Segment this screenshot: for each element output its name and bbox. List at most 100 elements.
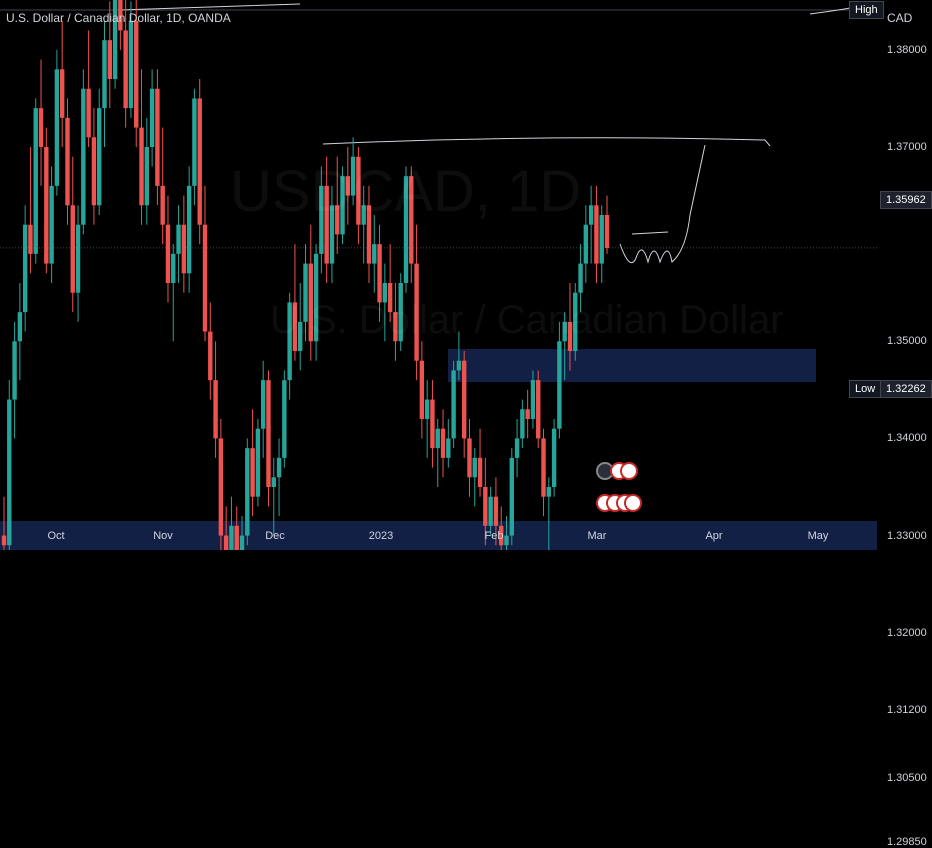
- candle-body: [393, 312, 398, 342]
- time-tick-label: 2023: [368, 530, 394, 542]
- price-tick-label: 1.38000: [887, 43, 927, 56]
- candle-body: [588, 205, 594, 225]
- time-tick-label: Nov: [153, 530, 173, 542]
- candle-body: [123, 30, 128, 109]
- candle-body: [483, 486, 488, 526]
- candle-body: [536, 380, 541, 439]
- time-tick-label: Dec: [265, 530, 285, 542]
- candle-body: [112, 0, 118, 80]
- candle-body: [451, 370, 456, 439]
- candle-body: [165, 224, 171, 283]
- time-tick-label: Oct: [47, 530, 65, 542]
- candle-body: [81, 88, 86, 225]
- projection-drawing: [619, 144, 706, 264]
- candle-body: [573, 292, 578, 351]
- candle-body: [324, 185, 329, 264]
- candle-body: [239, 535, 245, 550]
- candle-body: [604, 214, 610, 249]
- currency-label: CAD: [887, 11, 913, 25]
- candle-body: [567, 321, 573, 351]
- candle-body: [398, 282, 403, 342]
- candle-body: [59, 69, 65, 118]
- chart-title: U.S. Dollar / Canadian Dollar, 1D, OANDA: [6, 11, 231, 25]
- candle-body: [22, 224, 28, 313]
- candle-body: [255, 428, 261, 497]
- candle-body: [440, 428, 446, 458]
- candle-body: [186, 185, 192, 274]
- candle-body: [340, 176, 345, 235]
- candle-body: [488, 496, 493, 526]
- candle-body: [33, 108, 38, 254]
- candle-body: [38, 108, 44, 147]
- candle-body: [97, 108, 102, 206]
- candle-body: [594, 205, 599, 264]
- candle-body: [303, 263, 308, 322]
- candle-body: [271, 477, 276, 487]
- candle-body: [557, 341, 562, 429]
- candle-body: [477, 457, 483, 487]
- candle-body: [282, 380, 287, 458]
- candle-body: [223, 535, 229, 550]
- candle-body: [499, 525, 504, 546]
- candle-body: [287, 302, 292, 381]
- candle-body: [525, 409, 530, 419]
- candle-body: [266, 380, 271, 487]
- candle-body: [298, 321, 303, 351]
- candle-body: [65, 117, 70, 206]
- low-tag: Low: [849, 380, 882, 398]
- candle-body: [181, 224, 187, 274]
- candle-body: [144, 147, 150, 206]
- candle-body: [546, 486, 552, 497]
- candle-body: [530, 380, 536, 419]
- ca-flag-icon[interactable]: [620, 462, 638, 480]
- candle-body: [520, 409, 525, 439]
- candle-body: [551, 428, 557, 487]
- candle-body: [292, 302, 298, 351]
- candle-body: [446, 438, 451, 458]
- candle-body: [366, 205, 372, 264]
- top-trendline-drawing: [119, 3, 851, 15]
- candle-body: [430, 399, 435, 449]
- candle-body: [435, 428, 440, 449]
- candle-body: [419, 360, 425, 419]
- candle-body: [493, 496, 499, 526]
- candle-body: [229, 525, 234, 550]
- candle-body: [218, 438, 224, 536]
- candle-body: [319, 185, 324, 254]
- candle-body: [260, 380, 266, 429]
- candle-body: [514, 438, 520, 458]
- price-tick-label: 1.37000: [887, 141, 927, 153]
- time-tick-label: May: [807, 530, 829, 542]
- support-zone: [0, 520, 877, 550]
- price-tick-label: 1.33000: [887, 529, 927, 542]
- candle-body: [414, 263, 419, 361]
- neckline-drawing: [631, 231, 669, 235]
- candle-body: [160, 185, 165, 225]
- candle-body: [17, 312, 23, 342]
- candle-body: [509, 457, 514, 536]
- candle-body: [208, 331, 213, 381]
- candle-body: [171, 253, 176, 283]
- candle-body: [583, 224, 589, 264]
- candle-body: [403, 176, 409, 283]
- candle-body: [202, 224, 208, 332]
- candle-body: [149, 88, 155, 147]
- price-tick-label: 1.29850: [887, 835, 927, 848]
- candle-body: [139, 127, 144, 206]
- candle-body: [155, 88, 160, 186]
- candle-body: [44, 147, 49, 264]
- candle-body: [107, 40, 112, 80]
- candle-body: [134, 20, 139, 128]
- candle-body: [308, 263, 313, 342]
- us-flag-icon[interactable]: [624, 494, 642, 512]
- candle-body: [361, 205, 366, 225]
- candle-body: [578, 263, 583, 293]
- demand-zone: [448, 349, 816, 383]
- candle-body: [245, 448, 250, 536]
- price-chart[interactable]: [0, 0, 932, 550]
- candle-body: [313, 253, 319, 342]
- candle-body: [424, 399, 430, 419]
- candle-body: [335, 205, 340, 235]
- candle-body: [192, 98, 197, 186]
- candle-body: [54, 69, 60, 186]
